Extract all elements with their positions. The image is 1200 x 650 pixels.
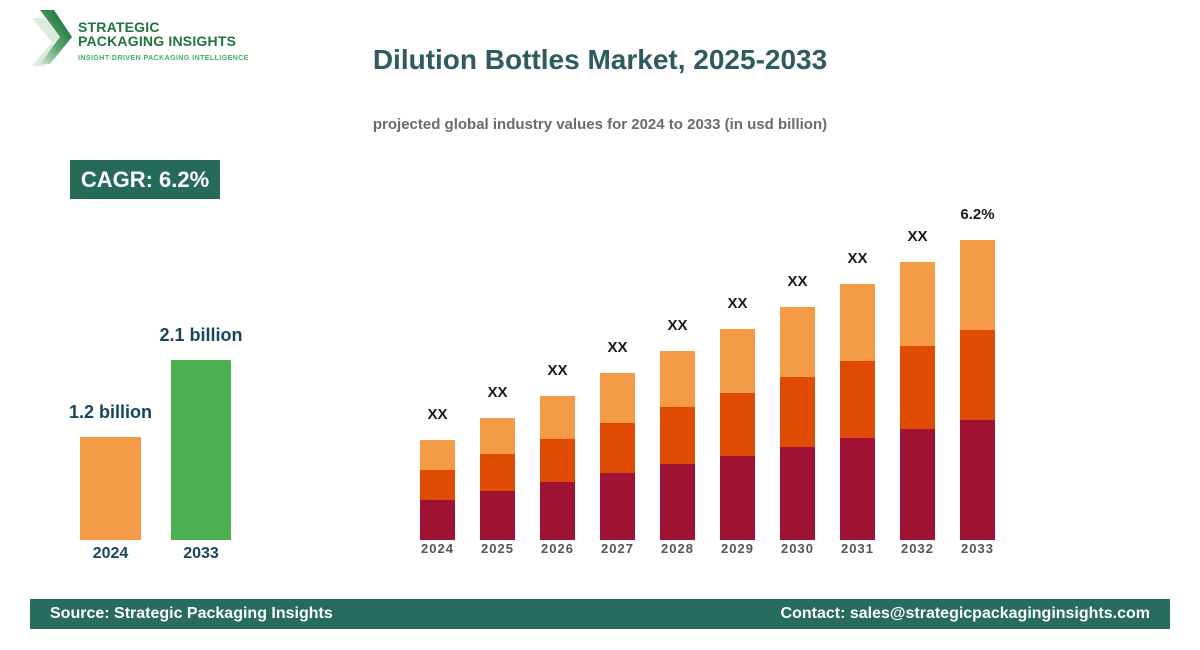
- stacked-segment-tier-top: [720, 329, 755, 393]
- stacked-segment-tier-top: [540, 396, 575, 439]
- stacked-segment-tier-bottom: [480, 491, 515, 540]
- stacked-segment-tier-top: [600, 373, 635, 423]
- stacked-bar-label: XX: [787, 273, 808, 290]
- stacked-segment-tier-middle: [960, 330, 995, 420]
- cagr-badge: CAGR: 6.2%: [70, 160, 220, 199]
- stacked-bar-label: XX: [427, 406, 448, 423]
- stacked-bar-label: XX: [727, 295, 748, 312]
- footer-bar: Source: Strategic Packaging Insights Con…: [30, 599, 1170, 629]
- stacked-bar-label: XX: [607, 339, 628, 356]
- stacked-segment-tier-bottom: [660, 464, 695, 540]
- stacked-bar-year: 2027: [601, 541, 634, 556]
- stacked-segment-tier-top: [840, 284, 875, 361]
- cagr-badge-label: CAGR: 6.2%: [80, 166, 210, 192]
- stacked-bar-2029: [720, 329, 755, 540]
- stacked-segment-tier-bottom: [840, 438, 875, 540]
- stacked-segment-tier-bottom: [420, 500, 455, 540]
- stacked-segment-tier-bottom: [720, 456, 755, 540]
- summary-bar-value: 1.2 billion: [68, 402, 153, 422]
- stacked-bar-label: XX: [547, 362, 568, 379]
- stacked-bar-year: 2029: [721, 541, 754, 556]
- summary-bar-value: 2.1 billion: [159, 325, 243, 345]
- stacked-bar-2033: [960, 240, 995, 540]
- stacked-bar-2028: [660, 351, 695, 540]
- stacked-bar-label: XX: [907, 228, 928, 245]
- brand-name-line1: STRATEGIC: [78, 19, 160, 35]
- stacked-bar-label: XX: [847, 250, 868, 267]
- stacked-bar-label: 6.2%: [960, 206, 995, 223]
- page-title: Dilution Bottles Market, 2025-2033: [372, 44, 828, 75]
- stacked-bar-2027: [600, 373, 635, 540]
- double-chevron-right-icon: [32, 10, 72, 66]
- summary-bar-2024: [80, 437, 141, 540]
- summary-bar-year: 2033: [183, 545, 219, 562]
- stacked-bar-2030: [780, 307, 815, 540]
- brand-logo: STRATEGIC PACKAGING INSIGHTS INSIGHT-DRI…: [32, 10, 249, 72]
- page-subtitle: projected global industry values for 202…: [372, 116, 828, 133]
- stacked-segment-tier-top: [900, 262, 935, 346]
- stacked-bar-2026: [540, 396, 575, 540]
- stacked-segment-tier-middle: [780, 377, 815, 447]
- stacked-segment-tier-top: [420, 440, 455, 470]
- stacked-segment-tier-top: [660, 351, 695, 407]
- brand-name-line2: PACKAGING INSIGHTS: [78, 33, 237, 49]
- summary-bar-2033: [171, 360, 231, 540]
- stacked-segment-tier-top: [480, 418, 515, 454]
- footer-source: Source: Strategic Packaging Insights: [50, 605, 333, 622]
- brand-name: STRATEGIC PACKAGING INSIGHTS INSIGHT-DRI…: [78, 10, 249, 62]
- stacked-bar-year: 2030: [781, 541, 814, 556]
- stacked-segment-tier-bottom: [900, 429, 935, 540]
- stacked-segment-tier-middle: [900, 346, 935, 429]
- stacked-bar-year: 2031: [841, 541, 874, 556]
- stacked-segment-tier-middle: [480, 454, 515, 491]
- stacked-bar-year: 2028: [661, 541, 694, 556]
- summary-bar-year: 2024: [92, 545, 129, 562]
- stacked-segment-tier-middle: [540, 439, 575, 482]
- stacked-segment-tier-bottom: [600, 473, 635, 540]
- stacked-segment-tier-middle: [420, 470, 455, 500]
- stacked-bar-2031: [840, 284, 875, 540]
- stacked-bar-label: XX: [487, 384, 508, 401]
- stacked-bar-year: 2032: [901, 541, 934, 556]
- stacked-bar-2024: [420, 440, 455, 540]
- stacked-segment-tier-bottom: [960, 420, 995, 540]
- stacked-segment-tier-middle: [840, 361, 875, 438]
- brand-tagline: INSIGHT-DRIVEN PACKAGING INTELLIGENCE: [78, 55, 249, 62]
- stacked-segment-tier-middle: [600, 423, 635, 473]
- stacked-bar-2025: [480, 418, 515, 540]
- stacked-bar-year: 2025: [481, 541, 514, 556]
- stacked-bar-year: 2033: [961, 541, 994, 556]
- stacked-segment-tier-middle: [720, 393, 755, 456]
- stacked-bar-2032: [900, 262, 935, 540]
- stacked-bar-year: 2024: [421, 541, 454, 556]
- stacked-segment-tier-top: [780, 307, 815, 377]
- stacked-bar-year: 2026: [541, 541, 574, 556]
- stacked-segment-tier-top: [960, 240, 995, 330]
- stacked-segment-tier-middle: [660, 407, 695, 464]
- stacked-bar-label: XX: [667, 317, 688, 334]
- stacked-segment-tier-bottom: [780, 447, 815, 540]
- footer-contact: Contact: sales@strategicpackaginginsight…: [780, 605, 1150, 622]
- stacked-segment-tier-bottom: [540, 482, 575, 540]
